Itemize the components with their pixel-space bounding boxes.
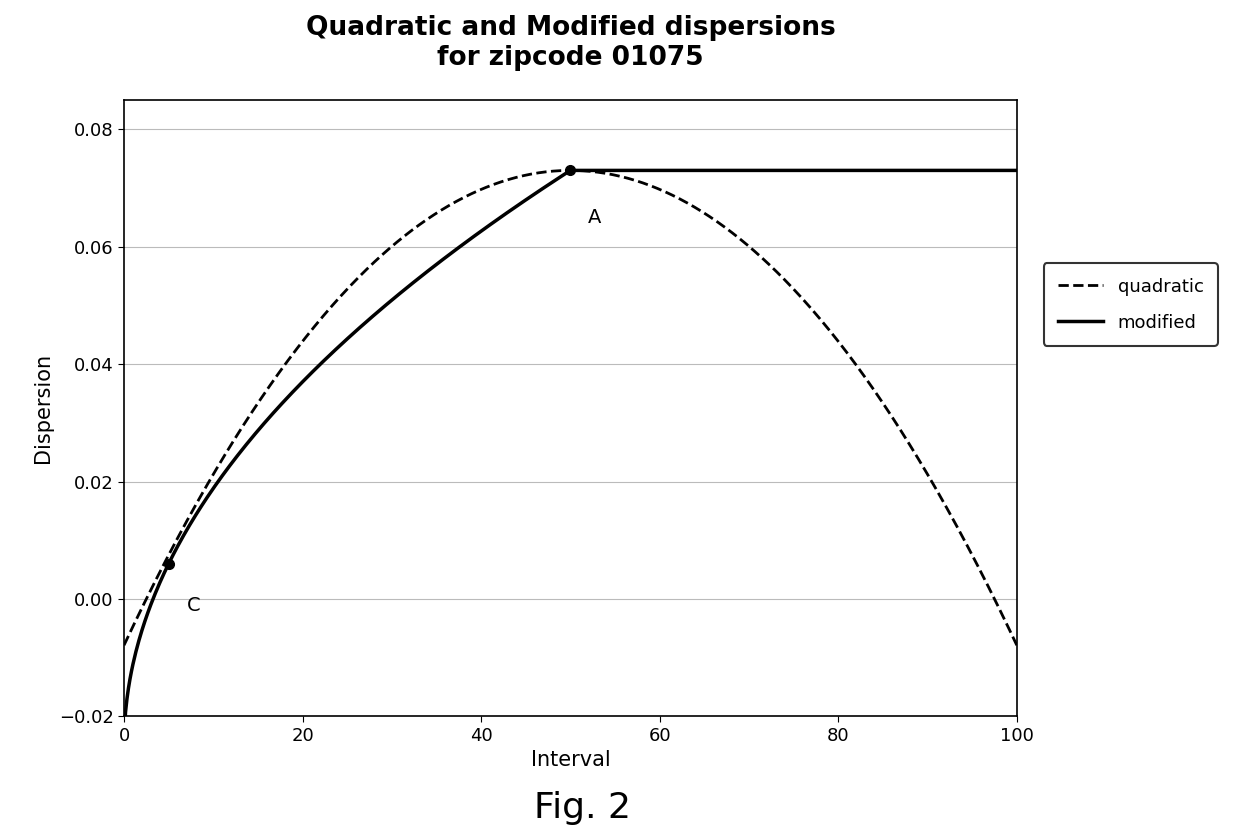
quadratic (274, 364, 289, 374)
modified (117, 741, 131, 751)
quadratic (117, 641, 131, 651)
modified (790, 166, 805, 176)
Text: A: A (588, 208, 601, 227)
quadratic (1009, 641, 1024, 651)
modified (521, 193, 536, 203)
quadratic (562, 166, 577, 176)
Line: modified: modified (124, 171, 1017, 746)
Y-axis label: Dispersion: Dispersion (33, 353, 53, 463)
quadratic (521, 170, 536, 180)
Title: Quadratic and Modified dispersions
for zipcode 01075: Quadratic and Modified dispersions for z… (305, 15, 836, 72)
Legend: quadratic, modified: quadratic, modified (1044, 263, 1218, 346)
Text: C: C (186, 596, 200, 615)
modified (564, 166, 579, 176)
Line: quadratic: quadratic (124, 171, 1017, 646)
quadratic (714, 220, 729, 230)
modified (645, 166, 660, 176)
X-axis label: Interval: Interval (531, 751, 610, 771)
Text: Fig. 2: Fig. 2 (534, 791, 631, 825)
modified (274, 398, 289, 408)
modified (1009, 166, 1024, 176)
quadratic (790, 288, 805, 298)
modified (714, 166, 729, 176)
quadratic (346, 277, 361, 287)
quadratic (645, 181, 660, 191)
modified (346, 328, 361, 338)
